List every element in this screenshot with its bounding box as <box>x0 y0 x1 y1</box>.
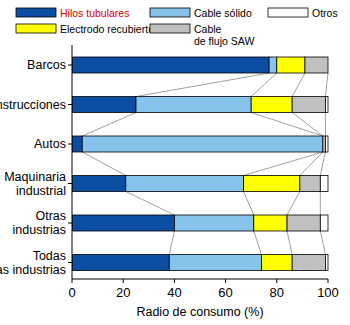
x-tick <box>276 279 277 283</box>
connector <box>244 152 323 176</box>
category-tick <box>68 65 72 66</box>
legend-swatch <box>16 24 56 33</box>
connector <box>244 192 254 216</box>
connector <box>287 231 292 255</box>
bar-segment <box>325 255 328 271</box>
bar-segment <box>72 57 269 73</box>
legend-label: Cable sólido <box>194 7 252 19</box>
bar-segment <box>72 215 174 231</box>
bar-segment <box>328 57 329 73</box>
connector <box>325 113 326 137</box>
x-tick <box>174 279 175 283</box>
x-tick-label: 100 <box>317 285 339 300</box>
bar-segment <box>325 136 328 152</box>
bar-segment <box>251 97 292 113</box>
legend-label: Hilos tubulares <box>60 7 129 19</box>
category-label: Otrasindustrias <box>13 209 67 237</box>
bar-segment <box>126 176 244 192</box>
category-label: Construcciones <box>0 98 66 112</box>
connector <box>254 231 262 255</box>
y-axis <box>72 45 73 279</box>
legend-swatch <box>150 8 190 17</box>
bar-segment <box>72 255 169 271</box>
connector <box>300 152 323 176</box>
bar-segment <box>261 255 292 271</box>
connector <box>126 192 175 216</box>
category-tick <box>68 144 72 145</box>
connector <box>82 152 126 176</box>
x-tick-label: 0 <box>68 285 75 300</box>
bar-segment <box>320 215 328 231</box>
legend-swatch <box>150 24 190 33</box>
connector <box>136 73 269 97</box>
x-tick <box>123 279 124 283</box>
bar-segment <box>292 255 325 271</box>
connector <box>292 113 323 137</box>
category-tick <box>68 104 72 105</box>
bar-segment <box>82 136 323 152</box>
connector <box>287 192 300 216</box>
x-tick-label: 40 <box>167 285 181 300</box>
bars <box>72 57 328 271</box>
connector <box>320 192 321 216</box>
connector <box>82 113 136 137</box>
connector <box>320 231 325 255</box>
x-tick-label: 60 <box>218 285 232 300</box>
connector <box>251 113 323 137</box>
x-tick-label: 80 <box>270 285 284 300</box>
connector <box>169 231 174 255</box>
x-tick <box>225 279 226 283</box>
bar-segment <box>136 97 251 113</box>
bar-segment <box>169 255 261 271</box>
category-label: Maquinariaindustrial <box>4 170 66 198</box>
bar-segment <box>287 215 320 231</box>
bar-segment <box>269 57 277 73</box>
bar-segment <box>244 176 300 192</box>
connector <box>251 73 277 97</box>
bar-segment <box>305 57 328 73</box>
x-tick <box>72 279 73 283</box>
category-tick <box>68 223 72 224</box>
bar-segment <box>72 136 82 152</box>
x-tick <box>328 279 329 283</box>
bar-segment <box>254 215 287 231</box>
x-axis <box>72 279 328 280</box>
bar-segment <box>300 176 320 192</box>
chart: Barcos Construcciones Autos Maquinariaindus… <box>0 0 350 325</box>
category-tick <box>68 262 72 263</box>
bar-segment <box>72 97 136 113</box>
category-tick <box>68 183 72 184</box>
legend-label: Otros <box>312 7 338 19</box>
legend-swatch <box>268 8 308 17</box>
connector <box>325 73 328 97</box>
legend-swatch <box>16 8 56 17</box>
category-label: Autos <box>34 137 66 151</box>
category-label: Todaslas industrias <box>0 249 66 277</box>
bar-segment <box>72 176 126 192</box>
x-axis-label: Radio de consumo (%) <box>136 305 263 319</box>
legend-label: Electrodo recubierto <box>60 23 154 35</box>
legend-label: Cablede flujo SAW <box>194 23 254 47</box>
bar-segment <box>325 97 328 113</box>
connector <box>292 73 305 97</box>
bar-segment <box>174 215 253 231</box>
bar-segment <box>292 97 325 113</box>
connector <box>320 152 325 176</box>
x-tick-label: 20 <box>116 285 130 300</box>
bar-segment <box>277 57 305 73</box>
bar-segment <box>320 176 328 192</box>
category-label: Barcos <box>27 58 66 72</box>
